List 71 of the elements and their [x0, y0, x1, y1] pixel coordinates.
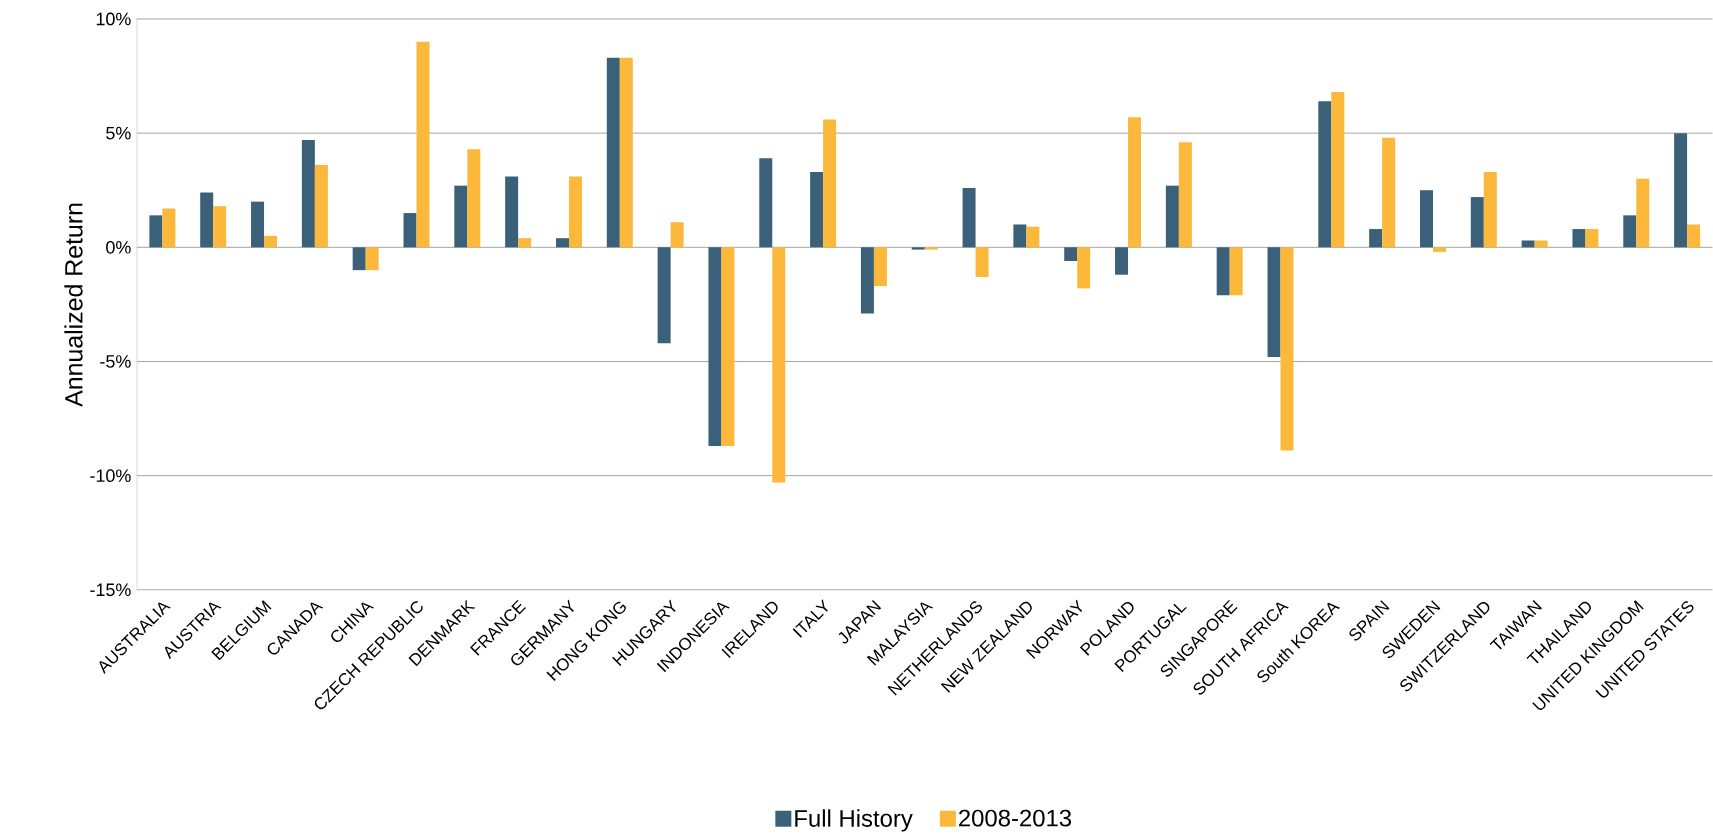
bar	[213, 206, 227, 248]
bar	[555, 238, 569, 248]
bar	[1521, 240, 1535, 248]
bar	[365, 247, 379, 271]
legend-label: Full History	[795, 809, 913, 832]
bar	[1636, 178, 1650, 248]
bar	[924, 247, 938, 250]
bar	[873, 247, 887, 287]
bar	[1178, 142, 1192, 248]
bar	[467, 149, 481, 248]
bar	[657, 247, 671, 344]
y-tick-label: -10%	[90, 469, 131, 483]
bar	[708, 247, 722, 447]
bar	[823, 119, 837, 248]
bar	[1585, 229, 1599, 248]
bar	[1534, 240, 1548, 248]
bar	[416, 41, 430, 248]
bar	[911, 247, 925, 250]
bar	[1128, 117, 1142, 248]
bar	[403, 213, 417, 248]
bar	[1013, 224, 1027, 248]
bar	[149, 215, 163, 248]
bar	[1483, 172, 1497, 248]
bar	[568, 176, 582, 248]
y-tick-label: -5%	[100, 355, 131, 368]
bar	[1064, 247, 1078, 262]
bar	[772, 247, 786, 483]
y-axis-title: Annualized Return	[64, 203, 83, 407]
bar	[505, 176, 519, 248]
bar	[670, 222, 684, 248]
bar	[606, 57, 620, 248]
bar	[962, 188, 976, 248]
bar	[759, 158, 773, 248]
bar	[1432, 247, 1446, 253]
bar	[454, 185, 468, 248]
bar	[314, 165, 328, 248]
bar	[1470, 197, 1484, 248]
bar	[619, 57, 633, 248]
bar	[352, 247, 366, 271]
bar	[1229, 247, 1243, 296]
bar	[810, 172, 824, 248]
y-tick-label: 5%	[106, 126, 131, 140]
bar	[721, 247, 735, 447]
bar	[975, 247, 989, 278]
bar	[1216, 247, 1230, 296]
bar	[1419, 190, 1433, 248]
bar	[1026, 226, 1040, 248]
bar	[1077, 247, 1091, 289]
bar	[1687, 224, 1701, 248]
bar	[1382, 137, 1396, 248]
bar	[1623, 215, 1637, 248]
bar	[1318, 101, 1332, 248]
bar	[200, 192, 214, 248]
y-tick-label: 10%	[96, 12, 131, 26]
bar	[518, 238, 532, 248]
bar	[860, 247, 874, 314]
bar	[1369, 229, 1383, 248]
bar	[1674, 133, 1688, 248]
bar	[162, 208, 176, 248]
y-tick-label: -15%	[90, 583, 131, 597]
bar	[1331, 92, 1345, 248]
bar	[301, 140, 315, 248]
bar	[1165, 185, 1179, 248]
y-tick-label: 0%	[106, 241, 131, 254]
bar	[264, 236, 278, 248]
bar	[251, 201, 265, 248]
legend-label: 2008-2013	[959, 809, 1072, 827]
bar	[1115, 247, 1129, 275]
bar	[1267, 247, 1281, 358]
bar	[1280, 247, 1294, 451]
bar	[1572, 229, 1586, 248]
